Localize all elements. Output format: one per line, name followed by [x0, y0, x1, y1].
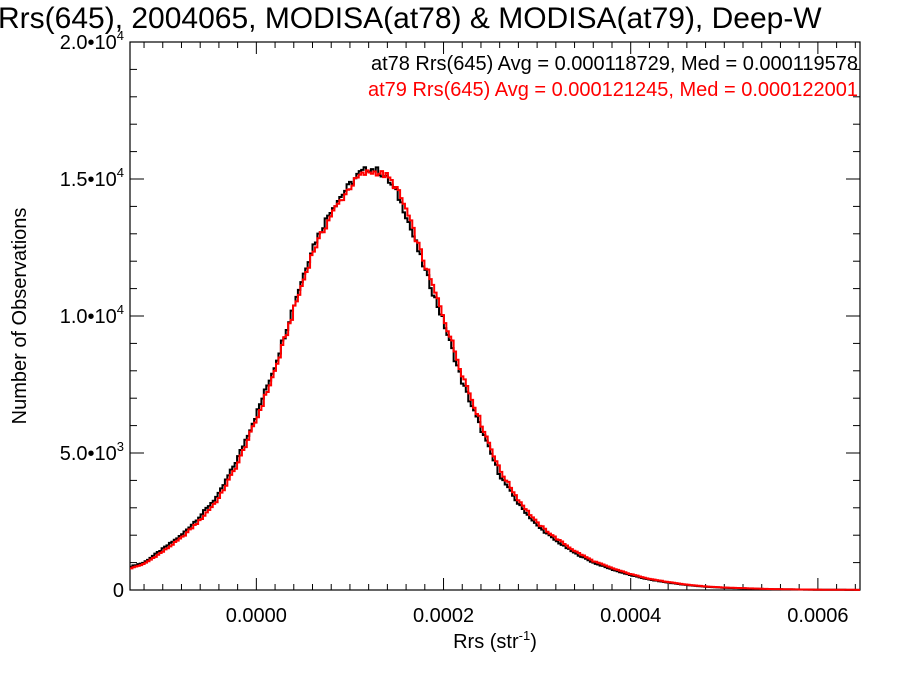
y-tick-label-base: 1.5•10: [60, 169, 117, 191]
y-tick-label-base: 0: [113, 580, 124, 602]
x-axis-label-tail: ): [530, 631, 537, 653]
y-tick-label-exponent: 4: [117, 302, 124, 317]
x-axis-label-exponent: -1: [519, 628, 531, 643]
x-axis-label: Rrs (str-1): [453, 628, 537, 653]
y-tick-label: 1.5•104: [60, 165, 124, 191]
y-tick-label-base: 2.0•10: [60, 32, 117, 54]
chart-title: Rrs(645), 2004065, MODISA(at78) & MODISA…: [0, 2, 822, 35]
x-tick-label: 0.0006: [787, 605, 848, 627]
y-tick-label-exponent: 4: [117, 28, 124, 43]
axis-ticks: 0.0000 0.0002 0.0004 0.000605.0•1031.0•1041…: [60, 28, 860, 627]
y-tick-label-exponent: 3: [117, 439, 124, 454]
series-layer: [130, 166, 860, 591]
y-tick-label-base: 1.0•10: [60, 306, 117, 328]
y-tick-label: 2.0•104: [60, 28, 124, 54]
legend-entry-at79: at79 Rrs(645) Avg = 0.000121245, Med = 0…: [368, 79, 858, 101]
x-tick-label: 0.0004: [600, 605, 661, 627]
y-tick-label-exponent: 4: [117, 165, 124, 180]
plot-frame: [129, 41, 861, 591]
legend-entry-at78: at78 Rrs(645) Avg = 0.000118729, Med = 0…: [371, 53, 858, 75]
y-tick-label: 1.0•104: [60, 302, 124, 328]
x-axis-label-text: Rrs (str: [453, 631, 519, 653]
series-line-at79: [130, 169, 860, 591]
series-line-at78: [130, 166, 860, 591]
y-tick-label: 5.0•103: [60, 439, 124, 465]
x-tick-label: 0.0002: [413, 605, 474, 627]
y-tick-label: 0: [113, 580, 124, 602]
x-tick-label: 0.0000: [226, 605, 287, 627]
y-tick-label-base: 5.0•10: [60, 443, 117, 465]
y-axis-label: Number of Observations: [9, 208, 31, 425]
